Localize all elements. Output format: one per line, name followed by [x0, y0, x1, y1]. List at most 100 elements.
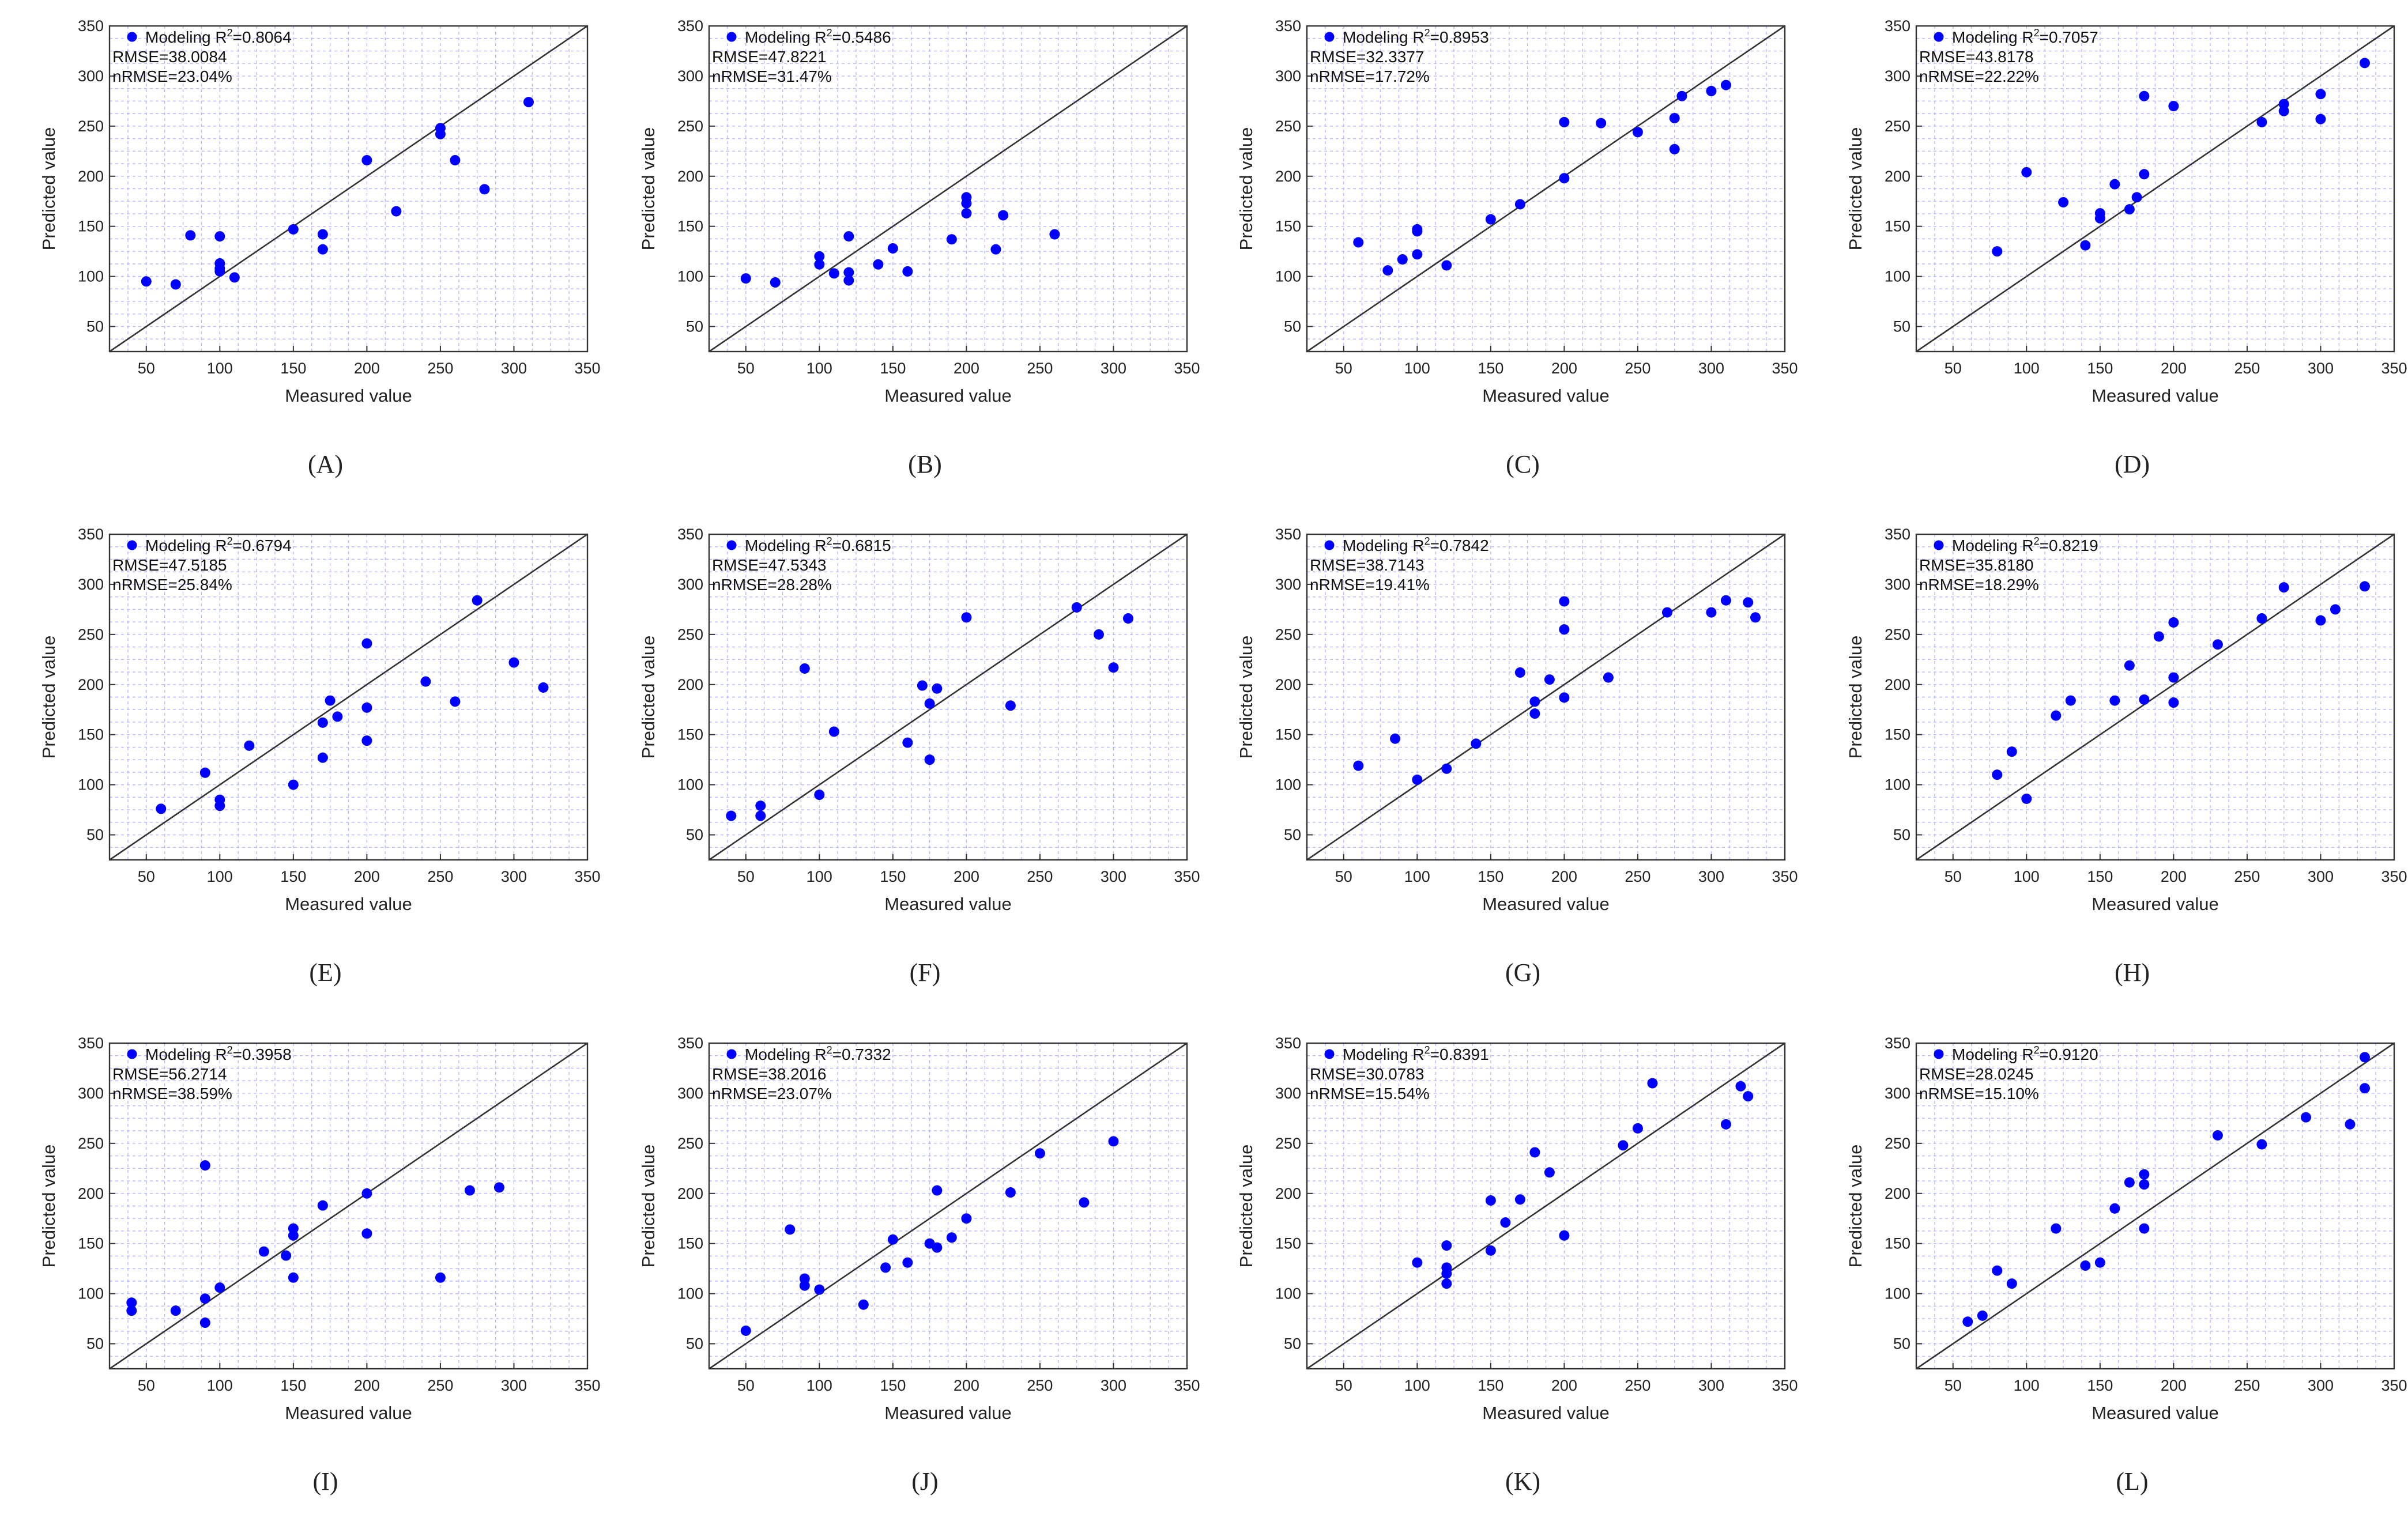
- data-point: [361, 1188, 372, 1199]
- x-tick-label: 300: [501, 360, 527, 377]
- y-tick-label: 200: [78, 168, 104, 185]
- plot-frame: [108, 25, 589, 353]
- data-point: [2051, 1223, 2062, 1234]
- panel-label: (A): [308, 450, 343, 478]
- data-point: [2139, 169, 2150, 180]
- y-tick-label: 150: [677, 1235, 703, 1252]
- legend-label: Modeling R2=0.3958: [145, 1044, 292, 1063]
- data-point: [361, 154, 372, 165]
- legend: Modeling R2=0.3958 RMSE=56.2714 nRMSE=38.5…: [112, 1044, 292, 1103]
- data-point: [887, 243, 898, 254]
- data-point: [873, 259, 884, 270]
- x-tick-label: 200: [2161, 1377, 2187, 1394]
- data-point: [1544, 674, 1555, 685]
- data-point: [2256, 116, 2267, 127]
- legend-superscript: 2: [227, 535, 233, 547]
- x-tick-label: 250: [1625, 868, 1650, 885]
- data-point: [2139, 90, 2150, 101]
- x-tick-label: 150: [880, 1377, 906, 1394]
- x-tick-label: 150: [280, 1377, 306, 1394]
- y-tick-label: 150: [1275, 1235, 1301, 1252]
- gridlines: [709, 1043, 1187, 1369]
- y-tick-label: 150: [677, 726, 703, 743]
- data-point: [1676, 90, 1687, 101]
- rmse-label: RMSE=30.0783: [1310, 1065, 1424, 1083]
- data-point: [325, 695, 336, 706]
- one-to-one-line: [709, 533, 1188, 861]
- one-to-one-line: [709, 1042, 1188, 1370]
- data-point: [1529, 1147, 1540, 1158]
- x-tick-label: 350: [1174, 1377, 1200, 1394]
- data-point: [1397, 254, 1408, 265]
- data-point: [1441, 1278, 1452, 1289]
- rmse-label: RMSE=47.8221: [712, 48, 826, 66]
- data-point: [361, 638, 372, 649]
- chart-panel-e: 50 100 150 200 250 300 350 50 100 150 200 250 300 350…: [39, 526, 601, 987]
- data-point: [1485, 1245, 1496, 1256]
- y-tick-label: 300: [677, 67, 703, 85]
- y-tick-label: 200: [1275, 168, 1301, 185]
- data-point: [317, 752, 328, 763]
- y-tick-label: 100: [677, 268, 703, 285]
- one-to-one-line: [109, 533, 588, 861]
- panel-label: (K): [1505, 1467, 1540, 1496]
- data-point: [1514, 667, 1525, 678]
- legend: Modeling R2=0.5486 RMSE=47.8221nRMSE=31.4…: [712, 27, 891, 85]
- data-point: [1390, 733, 1401, 744]
- legend-superscript: 2: [827, 1044, 832, 1056]
- plot-frame: [108, 533, 589, 861]
- data-point: [1559, 596, 1570, 607]
- legend-marker: [127, 540, 137, 550]
- legend-text: Modeling R: [145, 1045, 227, 1063]
- rmse-label: RMSE=47.5343: [712, 556, 826, 574]
- x-tick-label: 150: [880, 360, 906, 377]
- x-tick-label: 50: [138, 360, 155, 377]
- data-point: [288, 1230, 299, 1241]
- data-point: [2359, 1083, 2370, 1094]
- legend: Modeling R2=0.8953 RMSE=32.3377nRMSE=17.7…: [1310, 27, 1489, 85]
- data-point: [1706, 607, 1717, 618]
- data-point: [1353, 760, 1364, 771]
- y-tick-label: 350: [1885, 526, 1910, 543]
- data-point: [288, 224, 299, 235]
- x-tick-label: 50: [1945, 1377, 1962, 1394]
- legend-label: Modeling R2=0.8064: [145, 27, 292, 46]
- y-tick-label: 100: [1275, 776, 1301, 794]
- plot-frame: [1306, 533, 1786, 861]
- data-point: [1412, 1257, 1423, 1268]
- data-point: [924, 754, 935, 765]
- x-tick-label: 200: [2161, 360, 2187, 377]
- y-axis-title: Predicted value: [1845, 636, 1866, 759]
- data-point: [1977, 1310, 1988, 1321]
- x-tick-label: 250: [2234, 1377, 2260, 1394]
- data-point: [1735, 1081, 1746, 1092]
- y-tick-label: 250: [677, 118, 703, 135]
- x-tick-label: 200: [1551, 1377, 1577, 1394]
- data-point: [170, 1305, 181, 1316]
- legend-label: Modeling R2=0.8391: [1343, 1044, 1489, 1063]
- nrmse-label: nRMSE=28.28%: [712, 576, 832, 594]
- r-squared-value: =0.6815: [832, 537, 891, 554]
- data-point: [2051, 710, 2062, 721]
- y-tick-label: 150: [1885, 218, 1910, 235]
- data-points: [740, 192, 1060, 288]
- legend-label: Modeling R2=0.5486: [745, 27, 891, 46]
- y-tick-label: 300: [677, 1085, 703, 1102]
- legend-marker: [1934, 1049, 1944, 1059]
- nrmse-label: nRMSE=15.10%: [1919, 1085, 2039, 1103]
- x-tick-label: 300: [501, 868, 527, 885]
- x-tick-label: 250: [1027, 360, 1053, 377]
- data-point: [2359, 1052, 2370, 1063]
- data-point: [214, 266, 225, 277]
- x-tick-label: 50: [737, 360, 755, 377]
- x-tick-label: 150: [280, 868, 306, 885]
- plot-frame: [1915, 1042, 2395, 1370]
- nrmse-label: nRMSE=23.04%: [112, 67, 232, 85]
- y-tick-label: 100: [1885, 268, 1910, 285]
- x-tick-label: 300: [1101, 1377, 1126, 1394]
- data-point: [1005, 700, 1016, 711]
- data-point: [199, 1293, 210, 1304]
- data-point: [785, 1224, 796, 1235]
- x-axis-title: Measured value: [1482, 1403, 1610, 1423]
- data-point: [2278, 582, 2289, 593]
